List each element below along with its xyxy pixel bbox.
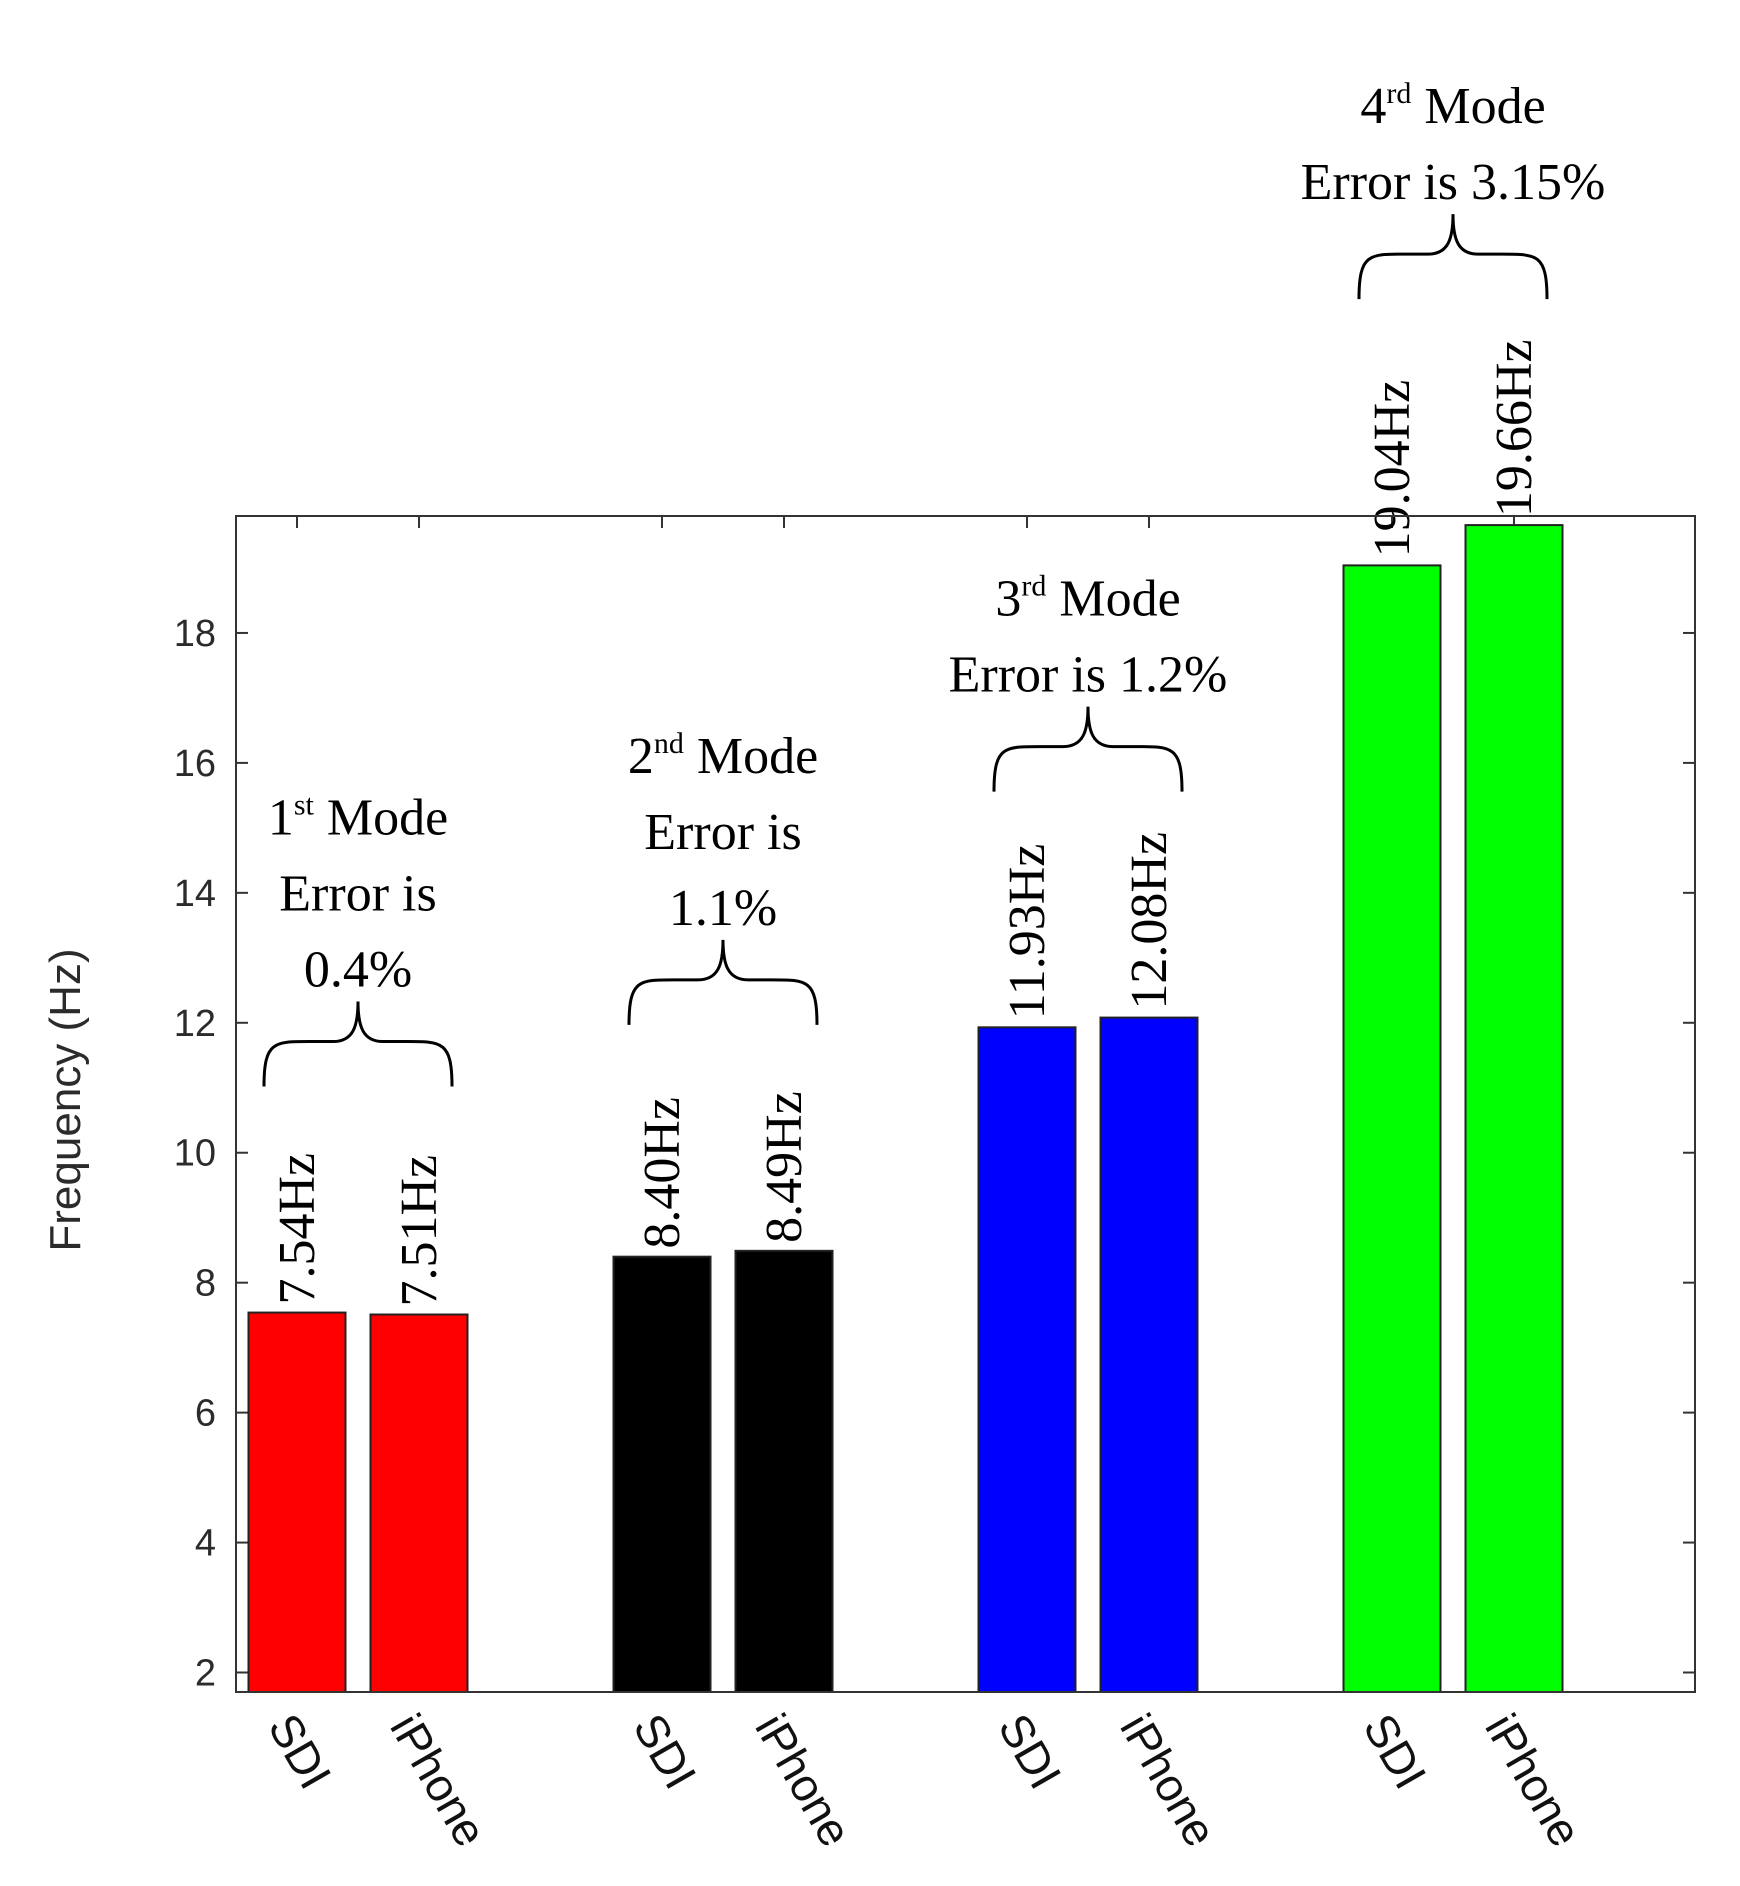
annotation-line: Error is bbox=[279, 866, 436, 923]
axes-frame bbox=[235, 515, 1696, 1693]
annotation-number: 4 bbox=[1360, 78, 1386, 135]
mode-annotations: 1st Mode Error is 0.4% 2nd Mode Error is 1.1%… bbox=[262, 77, 1606, 1087]
y-tick-label: 4 bbox=[195, 1523, 216, 1565]
y-tick-label: 2 bbox=[195, 1653, 216, 1695]
value-label: 7.51Hz bbox=[391, 1155, 448, 1307]
y-axis-title: Frequency (Hz) bbox=[41, 948, 90, 1251]
value-label: 19.66Hz bbox=[1486, 339, 1543, 517]
y-tick-label: 6 bbox=[195, 1393, 216, 1435]
brace-mode-4 bbox=[1357, 214, 1549, 300]
annotation-mode-word: Mode bbox=[684, 728, 818, 785]
category-labels: SDI iPhone SDI iPhone SDI iPhone SDI iPhone bbox=[258, 1705, 1592, 1855]
bars bbox=[247, 524, 1564, 1694]
value-label: 8.40Hz bbox=[634, 1097, 691, 1249]
y-tick-label: 12 bbox=[174, 1003, 216, 1045]
value-label: 7.54Hz bbox=[269, 1153, 326, 1305]
annotation-line: Error is 1.2% bbox=[949, 647, 1228, 704]
annotation-title-mode-4: 4rd Mode bbox=[1360, 77, 1545, 135]
value-label: 12.08Hz bbox=[1121, 832, 1178, 1010]
bar-sdi-mode-4 bbox=[1342, 564, 1442, 1693]
annotation-number: 3 bbox=[995, 571, 1021, 628]
annotation-line: 0.4% bbox=[304, 942, 412, 999]
bar-iphone-mode-1 bbox=[369, 1313, 469, 1693]
y-tick-label: 16 bbox=[174, 743, 216, 785]
annotation-mode-word: Mode bbox=[314, 790, 448, 847]
bar-sdi-mode-1 bbox=[247, 1311, 347, 1693]
annotation-suffix: st bbox=[294, 789, 315, 822]
category-label: SDI bbox=[258, 1705, 341, 1797]
category-label: SDI bbox=[1353, 1705, 1436, 1797]
category-label: iPhone bbox=[1110, 1705, 1227, 1855]
category-label: SDI bbox=[623, 1705, 706, 1797]
y-tick-label: 8 bbox=[195, 1263, 216, 1305]
annotation-title-mode-3: 3rd Mode bbox=[995, 570, 1180, 628]
y-tick-label: 14 bbox=[174, 873, 216, 915]
brace-mode-2 bbox=[627, 939, 819, 1025]
annotation-mode-word: Mode bbox=[1411, 78, 1545, 135]
category-label: iPhone bbox=[745, 1705, 862, 1855]
annotation-suffix: rd bbox=[1021, 570, 1046, 603]
brace-mode-3 bbox=[992, 706, 1184, 792]
annotation-number: 2 bbox=[628, 728, 654, 785]
brace-mode-1 bbox=[262, 1001, 454, 1087]
annotation-suffix: nd bbox=[654, 727, 684, 760]
annotation-mode-word: Mode bbox=[1046, 571, 1180, 628]
bar-sdi-mode-3 bbox=[977, 1026, 1077, 1694]
category-label: iPhone bbox=[1475, 1705, 1592, 1855]
value-label: 19.04Hz bbox=[1364, 380, 1421, 558]
value-label: 11.93Hz bbox=[999, 844, 1056, 1020]
category-label: SDI bbox=[988, 1705, 1071, 1797]
annotation-suffix: rd bbox=[1386, 77, 1411, 110]
bar-sdi-mode-2 bbox=[612, 1255, 712, 1693]
value-labels: 7.54Hz 7.51Hz 8.40Hz 8.49Hz 11.93Hz 12.08Hz 19… bbox=[269, 339, 1543, 1306]
y-tick-label: 18 bbox=[174, 613, 216, 655]
annotation-line: Error is bbox=[644, 804, 801, 861]
bar-iphone-mode-3 bbox=[1099, 1016, 1199, 1693]
value-label: 8.49Hz bbox=[756, 1091, 813, 1243]
annotation-title-mode-2: 2nd Mode bbox=[628, 727, 818, 785]
annotation-title-mode-1: 1st Mode bbox=[268, 789, 448, 847]
y-tick-label: 10 bbox=[174, 1133, 216, 1175]
annotation-line: Error is 3.15% bbox=[1301, 154, 1606, 211]
bar-iphone-mode-4 bbox=[1464, 524, 1564, 1693]
annotation-number: 1 bbox=[268, 790, 294, 847]
category-label: iPhone bbox=[380, 1705, 497, 1855]
annotation-line: 1.1% bbox=[669, 880, 777, 937]
bar-iphone-mode-2 bbox=[734, 1249, 834, 1693]
